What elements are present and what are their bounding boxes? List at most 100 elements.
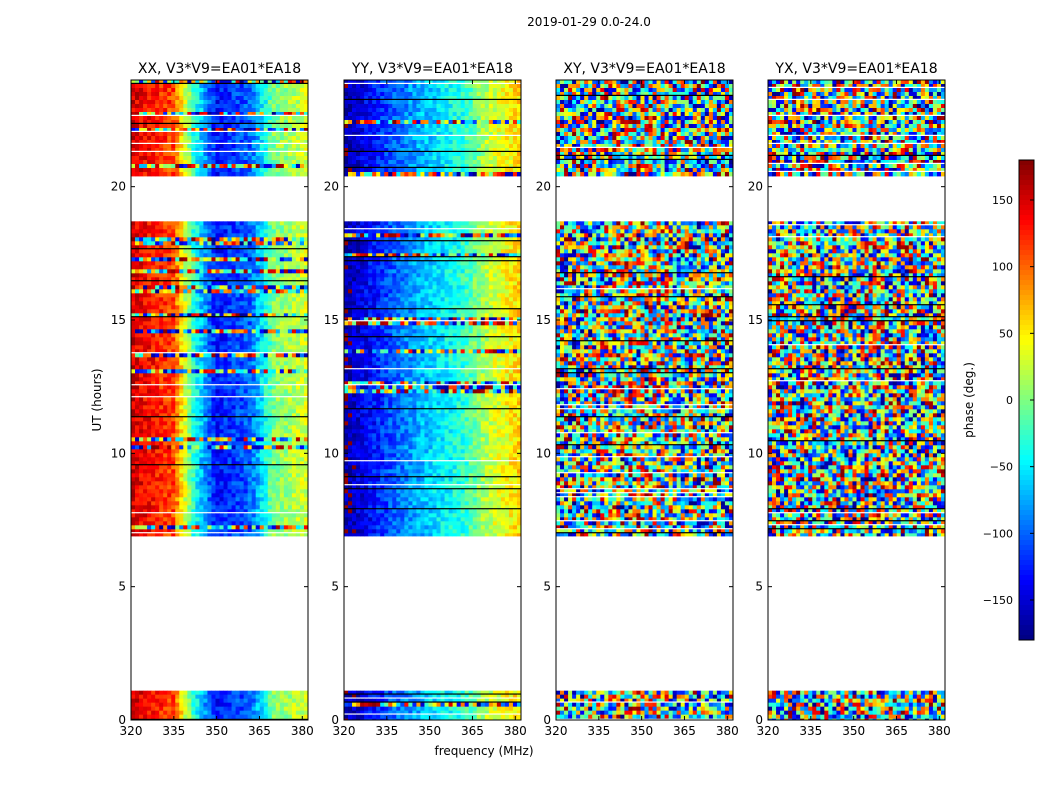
heatmap-cell <box>272 241 276 245</box>
heatmap-cell <box>211 317 215 321</box>
heatmap-cell <box>143 261 147 265</box>
heatmap-cell <box>264 261 268 265</box>
heatmap-cell <box>300 297 304 301</box>
heatmap-cell <box>207 305 211 309</box>
heatmap-cell <box>244 695 248 699</box>
heatmap-cell <box>224 229 228 233</box>
heatmap-cell <box>163 325 167 329</box>
heatmap-cell <box>244 285 248 289</box>
heatmap-cell <box>171 707 175 711</box>
heatmap-cell <box>151 329 155 333</box>
heatmap-cell <box>240 273 244 277</box>
heatmap-cell <box>232 221 236 225</box>
heatmap-cell <box>268 305 272 309</box>
heatmap-cell <box>195 711 199 715</box>
heatmap-cell <box>284 241 288 245</box>
heatmap-cell <box>187 333 191 337</box>
heatmap-cell <box>179 329 183 333</box>
heatmap-cell <box>207 345 211 349</box>
heatmap-cell <box>139 711 143 715</box>
heatmap-cell <box>272 281 276 285</box>
heatmap-cell <box>187 715 191 719</box>
heatmap-cell <box>264 221 268 225</box>
heatmap-cell <box>131 229 135 233</box>
heatmap-cell <box>248 269 252 273</box>
heatmap-cell <box>191 241 195 245</box>
heatmap-cell <box>296 699 300 703</box>
heatmap-cell <box>143 293 147 297</box>
heatmap-cell <box>179 317 183 321</box>
heatmap-cell <box>300 253 304 257</box>
heatmap-cell <box>228 317 232 321</box>
heatmap-cell <box>288 345 292 349</box>
heatmap-cell <box>284 285 288 289</box>
heatmap-cell <box>187 695 191 699</box>
heatmap-cell <box>211 341 215 345</box>
heatmap-cell <box>195 265 199 269</box>
heatmap-cell <box>135 691 139 695</box>
heatmap-cell <box>191 261 195 265</box>
heatmap-cell <box>296 337 300 341</box>
heatmap-cell <box>147 241 151 245</box>
heatmap-cell <box>195 297 199 301</box>
heatmap-cell <box>179 257 183 261</box>
heatmap-cell <box>135 293 139 297</box>
heatmap-cell <box>220 341 224 345</box>
heatmap-cell <box>191 317 195 321</box>
heatmap-cell <box>300 337 304 341</box>
heatmap-cell <box>147 221 151 225</box>
heatmap-cell <box>179 225 183 229</box>
heatmap-cell <box>159 329 163 333</box>
heatmap-cell <box>135 301 139 305</box>
heatmap-cell <box>240 257 244 261</box>
heatmap-cell <box>252 285 256 289</box>
heatmap-cell <box>199 353 203 357</box>
heatmap-cell <box>207 289 211 293</box>
heatmap-cell <box>179 699 183 703</box>
heatmap-cell <box>264 341 268 345</box>
heatmap-cell <box>171 253 175 257</box>
heatmap-cell <box>207 333 211 337</box>
heatmap-cell <box>195 285 199 289</box>
heatmap-cell <box>224 273 228 277</box>
heatmap-cell <box>171 325 175 329</box>
heatmap-cell <box>163 691 167 695</box>
heatmap-cell <box>276 241 280 245</box>
heatmap-cell <box>203 309 207 313</box>
heatmap-cell <box>268 221 272 225</box>
heatmap-cell <box>268 707 272 711</box>
heatmap-cell <box>272 707 276 711</box>
heatmap-cell <box>163 281 167 285</box>
heatmap-cell <box>215 699 219 703</box>
heatmap-cell <box>191 293 195 297</box>
heatmap-cell <box>284 221 288 225</box>
heatmap-cell <box>191 353 195 357</box>
heatmap-cell <box>191 345 195 349</box>
heatmap-cell <box>139 241 143 245</box>
heatmap-cell <box>264 333 268 337</box>
heatmap-cell <box>268 329 272 333</box>
heatmap-cell <box>300 317 304 321</box>
heatmap-cell <box>236 711 240 715</box>
heatmap-cell <box>155 329 159 333</box>
heatmap-cell <box>179 297 183 301</box>
heatmap-cell <box>187 341 191 345</box>
heatmap-cell <box>215 237 219 241</box>
heatmap-cell <box>155 317 159 321</box>
heatmap-cell <box>292 333 296 337</box>
heatmap-cell <box>211 309 215 313</box>
heatmap-cell <box>256 269 260 273</box>
heatmap-cell <box>203 699 207 703</box>
heatmap-cell <box>232 257 236 261</box>
heatmap-cell <box>252 301 256 305</box>
heatmap-cell <box>264 225 268 229</box>
heatmap-cell <box>143 325 147 329</box>
heatmap-cell <box>272 325 276 329</box>
heatmap-cell <box>167 341 171 345</box>
heatmap-cell <box>131 265 135 269</box>
heatmap-cell <box>268 281 272 285</box>
heatmap-cell <box>260 317 264 321</box>
heatmap-cell <box>203 707 207 711</box>
heatmap-cell <box>252 297 256 301</box>
heatmap-cell <box>195 707 199 711</box>
